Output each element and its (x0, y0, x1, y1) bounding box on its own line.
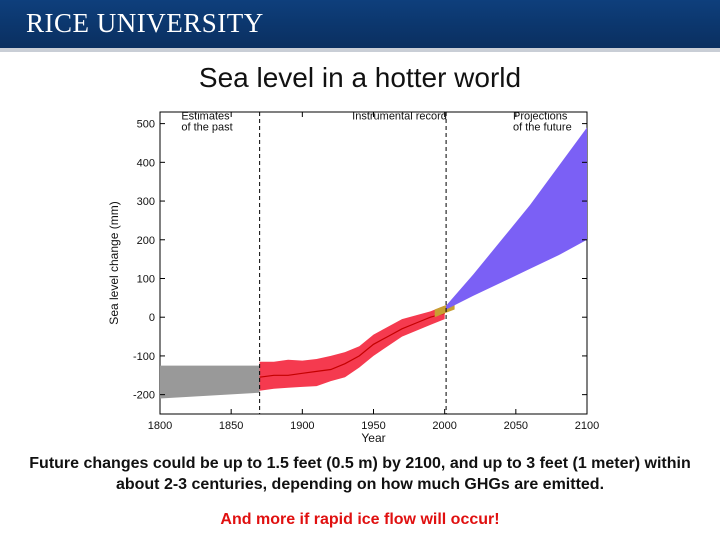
instrumental-band (259, 305, 445, 391)
x-tick-label: 2050 (504, 420, 528, 432)
x-tick-label: 1850 (219, 420, 243, 432)
x-axis-label: Year (361, 431, 385, 445)
slide-note: And more if rapid ice flow will occur! (220, 511, 500, 528)
x-tick-label: 1900 (290, 420, 314, 432)
instrumental-line (259, 312, 445, 378)
y-tick-label: 400 (137, 157, 155, 169)
brand-logo: RICE UNIVERSITY (26, 8, 264, 38)
sea-level-chart: 1800 1850 1900 1950 2000 2050 2100 -200 -100 0 100… (107, 111, 599, 445)
y-tick-label: 0 (149, 312, 155, 324)
x-tick-label: 1950 (361, 420, 385, 432)
chart-annotation-2: Instrumental record (352, 111, 447, 123)
chart-annotation-1: Estimates of the past (181, 111, 232, 134)
y-tick-label: -100 (133, 351, 155, 363)
y-tick-label: 100 (137, 273, 155, 285)
y-tick-label: 500 (137, 119, 155, 131)
x-tick-label: 2100 (575, 420, 599, 432)
y-tick-label: -200 (133, 390, 155, 402)
projection-band (446, 127, 587, 310)
past-estimate-band (160, 365, 260, 399)
chart-annotation-3: Projections of the future (513, 111, 572, 134)
x-tick-label: 2000 (432, 420, 456, 432)
header-banner: RICE UNIVERSITY (0, 0, 720, 48)
y-tick-label: 200 (137, 235, 155, 247)
slide-caption: Future changes could be up to 1.5 feet (… (29, 455, 691, 493)
x-tick-label: 1800 (148, 420, 172, 432)
y-tick-label: 300 (137, 196, 155, 208)
header-divider (0, 48, 720, 52)
y-axis-label: Sea level change (mm) (107, 201, 121, 324)
slide-title: Sea level in a hotter world (198, 62, 522, 93)
